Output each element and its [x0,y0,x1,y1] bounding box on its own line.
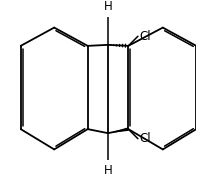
Text: H: H [104,164,112,177]
Polygon shape [108,127,129,133]
Text: Cl: Cl [139,132,151,145]
Text: Cl: Cl [139,30,151,43]
Text: H: H [104,0,112,13]
